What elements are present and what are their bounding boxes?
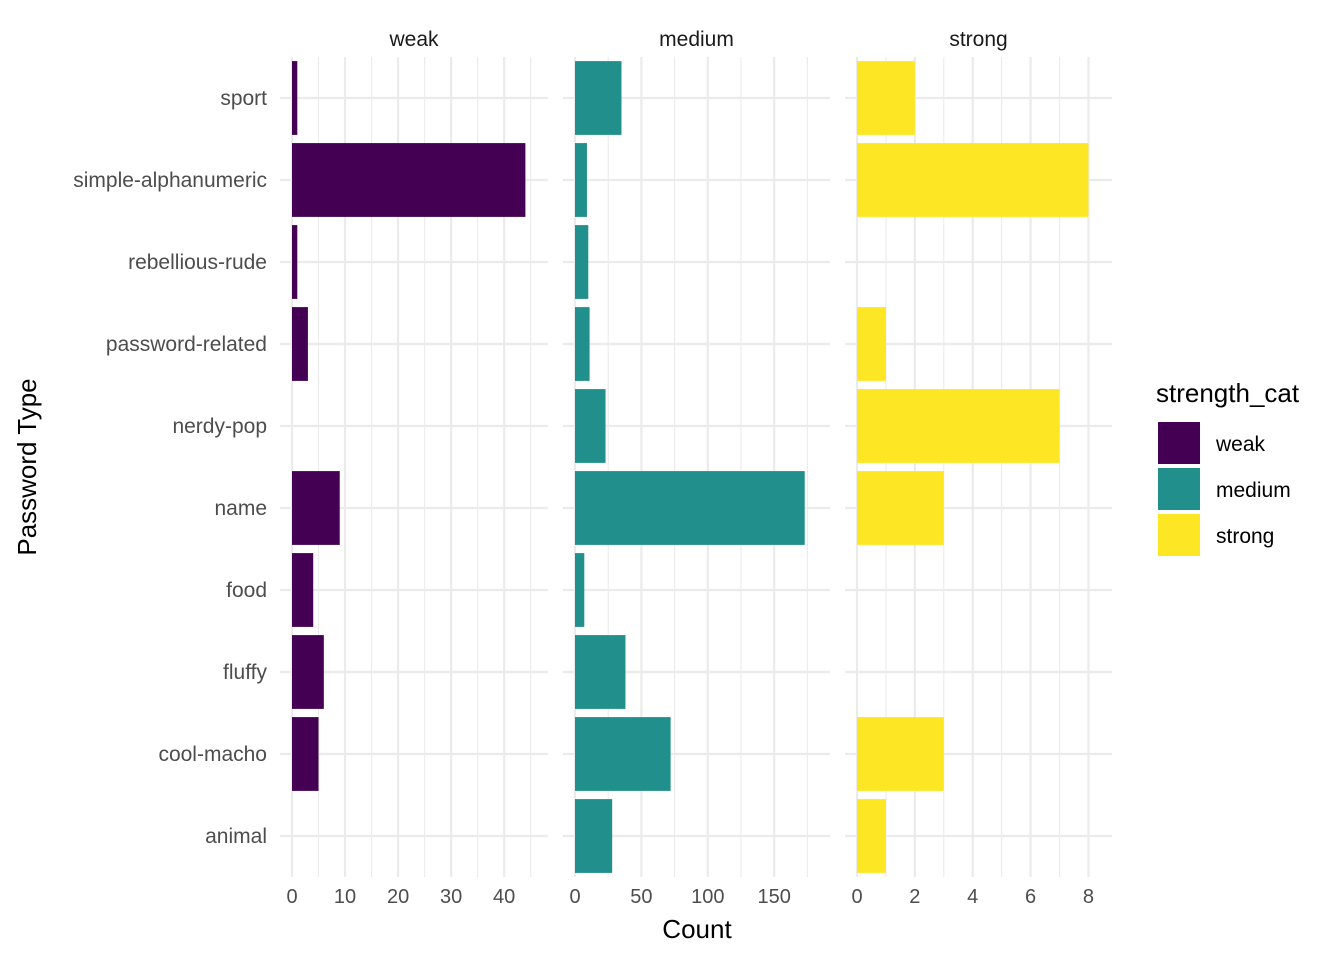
bar-medium-sport — [575, 61, 622, 135]
y-tick-label: fluffy — [223, 661, 267, 684]
bar-medium-password-related — [575, 307, 590, 381]
y-tick-label: simple-alphanumeric — [73, 169, 267, 192]
y-tick-label: cool-macho — [158, 743, 267, 766]
y-tick-label: name — [214, 497, 267, 520]
bar-weak-food — [292, 553, 314, 627]
bar-medium-fluffy — [575, 635, 626, 709]
x-tick-label: 0 — [851, 886, 862, 908]
bar-weak-fluffy — [292, 635, 324, 709]
facet-panel-weak: weak 0 10 20 30 40 — [280, 28, 548, 908]
bar-medium-food — [575, 553, 585, 627]
bar-strong-cool-macho — [857, 717, 944, 791]
x-tick-label: 50 — [630, 886, 652, 908]
bar-strong-nerdy-pop — [857, 389, 1060, 463]
bar-medium-name — [575, 471, 805, 545]
bar-medium-rebellious-rude — [575, 225, 589, 299]
y-tick-label: password-related — [106, 333, 267, 356]
legend-label: weak — [1215, 433, 1266, 456]
bar-weak-name — [292, 471, 340, 545]
x-tick-label: 2 — [909, 886, 920, 908]
bar-weak-sport — [292, 61, 298, 135]
facet-strip-label: strong — [949, 28, 1007, 51]
x-tick-label: 20 — [387, 886, 409, 908]
bar-weak-rebellious-rude — [292, 225, 298, 299]
bar-weak-simple-alphanumeric — [292, 143, 526, 217]
legend-key-strong — [1158, 514, 1200, 556]
x-tick-label: 30 — [440, 886, 462, 908]
x-tick-label: 8 — [1083, 886, 1094, 908]
bar-medium-nerdy-pop — [575, 389, 606, 463]
x-tick-label: 100 — [691, 886, 724, 908]
bar-medium-cool-macho — [575, 717, 671, 791]
y-axis-category-labels: animal cool-macho fluffy food name nerdy-pop p… — [73, 87, 267, 848]
bar-weak-cool-macho — [292, 717, 319, 791]
bar-strong-sport — [857, 61, 915, 135]
facet-panel-strong: strong 0 2 4 6 8 — [845, 28, 1112, 908]
facet-strip-label: medium — [659, 28, 734, 51]
bar-strong-name — [857, 471, 944, 545]
legend-label: strong — [1216, 525, 1274, 548]
x-tick-label: 40 — [493, 886, 515, 908]
bar-medium-simple-alphanumeric — [575, 143, 587, 217]
legend-key-medium — [1158, 468, 1200, 510]
bar-strong-animal — [857, 799, 886, 873]
y-tick-label: nerdy-pop — [172, 415, 267, 438]
legend-key-weak — [1158, 422, 1200, 464]
facet-panel-medium: medium 0 50 100 150 — [563, 28, 830, 908]
legend-label: medium — [1216, 479, 1291, 502]
legend: strength_cat weak medium strong — [1156, 378, 1300, 556]
x-tick-label: 4 — [967, 886, 978, 908]
y-tick-label: rebellious-rude — [128, 251, 267, 274]
bar-strong-simple-alphanumeric — [857, 143, 1089, 217]
bar-weak-password-related — [292, 307, 308, 381]
x-tick-label: 0 — [286, 886, 297, 908]
x-axis-title: Count — [662, 914, 732, 944]
y-tick-label: sport — [220, 87, 267, 110]
x-tick-label: 6 — [1025, 886, 1036, 908]
facet-strip-label: weak — [388, 28, 439, 51]
bar-strong-password-related — [857, 307, 886, 381]
x-tick-label: 10 — [334, 886, 356, 908]
legend-title: strength_cat — [1156, 378, 1300, 408]
bar-medium-animal — [575, 799, 613, 873]
y-tick-label: animal — [205, 825, 267, 848]
x-tick-label: 150 — [757, 886, 790, 908]
facet-panels: weak 0 10 20 30 40 medium 0 50 100 150 strong 0 2 4 6 8 — [280, 28, 1112, 908]
y-axis-title: Password Type — [12, 378, 42, 555]
x-tick-label: 0 — [569, 886, 580, 908]
y-tick-label: food — [226, 579, 267, 602]
